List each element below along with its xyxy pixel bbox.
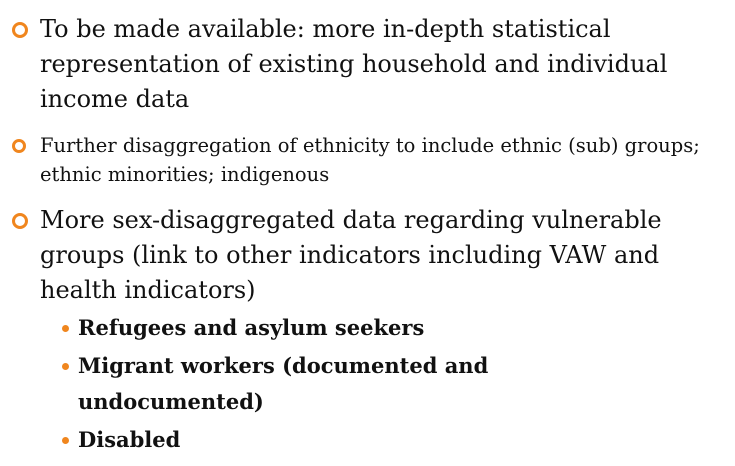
bullet-item: Further disaggregation of ethnicity to i… bbox=[10, 131, 729, 189]
bullet-text: More sex-disaggregated data regarding vu… bbox=[40, 206, 662, 304]
bullet-text: Further disaggregation of ethnicity to i… bbox=[40, 134, 700, 186]
sub-bullet-text: Disabled bbox=[78, 427, 181, 452]
bullet-text: To be made available: more in-depth stat… bbox=[40, 15, 668, 113]
bullet-icon bbox=[12, 22, 28, 38]
bullet-icon bbox=[12, 213, 28, 229]
bullet-icon bbox=[12, 139, 26, 153]
sub-bullet-text: Refugees and asylum seekers bbox=[78, 315, 425, 340]
bullet-dot bbox=[62, 437, 69, 444]
sub-list: Refugees and asylum seekers Migrant work… bbox=[40, 310, 600, 458]
sub-bullet-text: Migrant workers (documented and undocume… bbox=[78, 353, 489, 414]
bullet-dot bbox=[62, 363, 69, 370]
bullet-item: More sex-disaggregated data regarding vu… bbox=[10, 203, 729, 458]
sub-bullet: Refugees and asylum seekers bbox=[40, 310, 600, 346]
sub-bullet: Disabled bbox=[40, 422, 600, 458]
sub-bullet: Migrant workers (documented and undocume… bbox=[40, 348, 600, 420]
bullet-dot bbox=[62, 325, 69, 332]
bullet-item: To be made available: more in-depth stat… bbox=[10, 12, 729, 117]
